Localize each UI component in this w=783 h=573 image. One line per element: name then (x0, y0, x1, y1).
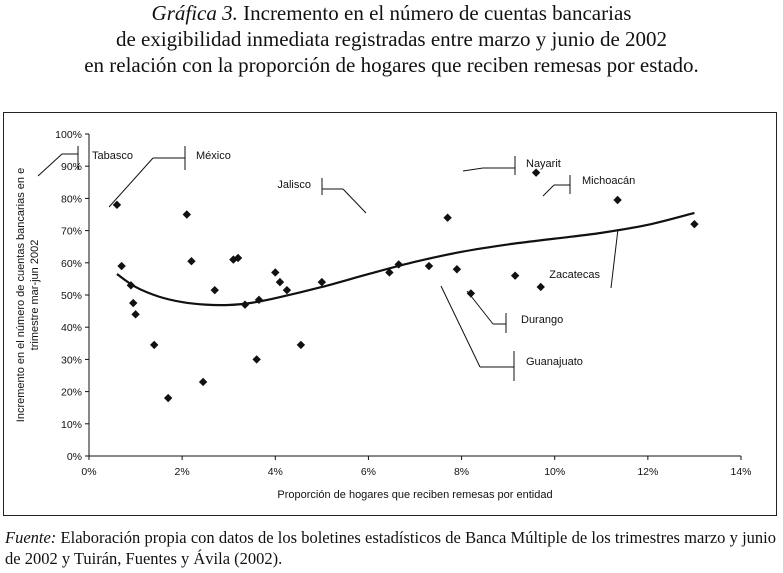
data-point (182, 210, 191, 219)
source-text: Elaboración propia con datos de los bole… (5, 528, 776, 568)
callout-label: Nayarit (526, 158, 561, 170)
callout-leader-line (542, 184, 555, 197)
data-point (271, 268, 280, 277)
callout-leader-line (108, 157, 154, 208)
chart-frame: 0% 10% 20% 30% 40% 50% 60% 70% 80% 90% 100% 0% 2% 4% 6… (3, 112, 777, 516)
annotation-callouts: Tabasco México Jalisco Nayarit Michoacán Zaca… (37, 146, 635, 381)
callout-leader-line (37, 153, 63, 177)
data-point (240, 300, 250, 309)
y-axis-label: Incremento en el número de cuentas banca… (15, 168, 41, 422)
y-tick-label: 50% (61, 290, 82, 302)
data-point (690, 219, 699, 229)
title-line-2: de exigibilidad inmediata registradas en… (115, 27, 668, 51)
data-point (117, 261, 126, 271)
data-point (129, 298, 138, 308)
data-point (443, 213, 452, 222)
callout-label: Durango (521, 314, 563, 326)
chart-title: Gráfica 3. Incremento en el número de cu… (0, 0, 783, 78)
callout-leader-line (440, 285, 481, 368)
data-point (531, 168, 541, 177)
x-tick-label: 4% (268, 466, 283, 478)
data-point (317, 277, 327, 287)
data-point (210, 285, 219, 295)
data-point (163, 393, 173, 403)
data-point (275, 277, 285, 287)
x-tick-label: 14% (730, 466, 751, 478)
y-tick-label: 80% (61, 193, 82, 205)
source-note: Fuente: Elaboración propia con datos de … (5, 527, 776, 569)
trend-line-group (116, 211, 695, 307)
data-point (233, 253, 243, 263)
data-point (536, 282, 545, 292)
callout-label: Tabasco (92, 150, 133, 162)
data-point (385, 268, 394, 277)
data-point (466, 289, 476, 298)
scatter-chart: 0% 10% 20% 30% 40% 50% 60% 70% 80% 90% 100% 0% 2% 4% 6… (15, 129, 752, 501)
title-line-1: Gráfica 3. Incremento en el número de cu… (0, 0, 783, 26)
y-tick-label: 0% (67, 451, 82, 463)
callout-label: Zacatecas (549, 269, 600, 281)
data-point (254, 295, 264, 305)
y-tick-label: 100% (55, 129, 82, 141)
data-point (150, 340, 159, 350)
x-tick-label: 12% (637, 466, 658, 478)
callout-label: Guanajuato (526, 356, 583, 368)
data-point (198, 377, 208, 387)
x-tick-label: 0% (81, 466, 96, 478)
axes: 0% 10% 20% 30% 40% 50% 60% 70% 80% 90% 100% 0% 2% 4% 6… (55, 129, 751, 478)
data-point (296, 340, 306, 350)
x-tick-label: 6% (361, 466, 376, 478)
data-point (613, 195, 622, 205)
callout-leader-line (466, 290, 494, 325)
title-line-1-text: Incremento en el número de cuentas banca… (243, 1, 632, 25)
x-axis-label: Proporción de hogares que reciben remesa… (277, 489, 552, 501)
y-axis-label-line-1: Incremento en el número de cuentas banca… (15, 168, 27, 422)
data-point (252, 355, 261, 364)
source-label: Fuente: (5, 528, 57, 547)
y-tick-label: 60% (61, 258, 82, 270)
callout-leader-line (610, 228, 619, 289)
x-tick-label: 10% (544, 466, 565, 478)
y-tick-label: 70% (61, 226, 82, 238)
data-point (424, 261, 434, 271)
figure-number: Gráfica 3. (151, 1, 238, 25)
data-point (131, 310, 140, 319)
y-tick-label: 20% (61, 387, 82, 399)
trend-line (116, 211, 695, 307)
y-tick-label: 40% (61, 322, 82, 334)
title-line-3: en relación con la proporción de hogares… (84, 53, 699, 77)
callout-leader-line (462, 167, 484, 172)
callout-label: México (196, 150, 231, 162)
data-point (510, 271, 520, 280)
x-tick-label: 2% (175, 466, 190, 478)
data-point (282, 285, 292, 295)
x-tick-label: 8% (454, 466, 469, 478)
y-tick-label: 90% (61, 161, 82, 173)
data-point (452, 265, 462, 274)
y-tick-label: 30% (61, 354, 82, 366)
y-axis-label-line-2: trimestre mar-jun 2002 (29, 240, 41, 351)
callout-label: Michoacán (582, 175, 635, 187)
data-point (112, 200, 122, 210)
callout-leader-line (342, 188, 367, 214)
data-point (187, 256, 196, 266)
callout-label: Jalisco (277, 179, 311, 191)
data-points (112, 168, 699, 403)
y-tick-label: 10% (61, 419, 82, 431)
